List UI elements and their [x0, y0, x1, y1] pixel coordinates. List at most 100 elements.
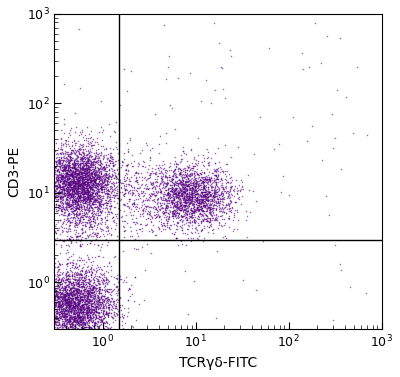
Point — [95, 300, 101, 307]
Point — [77, 174, 84, 180]
Point — [198, 201, 204, 207]
Point — [99, 272, 106, 278]
Point — [200, 193, 206, 199]
Point — [206, 192, 213, 198]
Point — [199, 208, 205, 214]
Point — [55, 217, 62, 223]
Point — [121, 218, 127, 224]
Point — [96, 185, 102, 192]
Point — [68, 234, 74, 240]
Point — [162, 191, 168, 197]
Point — [179, 177, 185, 183]
Point — [90, 171, 97, 177]
Point — [82, 195, 88, 201]
Point — [93, 210, 99, 216]
Point — [74, 290, 81, 296]
Point — [211, 194, 218, 200]
Point — [80, 296, 87, 302]
Point — [168, 187, 174, 193]
Point — [230, 187, 236, 193]
Point — [185, 172, 192, 178]
Point — [203, 77, 209, 83]
Point — [98, 303, 104, 310]
Point — [66, 310, 72, 316]
Point — [52, 164, 58, 170]
Point — [75, 170, 81, 176]
Point — [102, 170, 109, 176]
Point — [86, 170, 93, 176]
Point — [182, 198, 188, 204]
Point — [93, 315, 99, 321]
Point — [68, 293, 74, 299]
Point — [318, 157, 325, 163]
Point — [93, 286, 100, 292]
Point — [98, 181, 105, 187]
Point — [72, 169, 78, 175]
Point — [60, 294, 66, 300]
Point — [143, 186, 150, 192]
Point — [197, 206, 204, 212]
Point — [72, 279, 78, 285]
Point — [84, 167, 90, 173]
Point — [64, 206, 71, 212]
Point — [221, 188, 227, 194]
Point — [70, 180, 77, 186]
Point — [102, 287, 109, 293]
Point — [65, 177, 71, 183]
Point — [60, 291, 66, 297]
Point — [87, 306, 93, 312]
Point — [74, 233, 80, 239]
Point — [177, 159, 183, 165]
Point — [71, 199, 78, 205]
Point — [219, 184, 225, 190]
Point — [206, 210, 212, 216]
Point — [171, 196, 177, 202]
Point — [70, 179, 76, 185]
Point — [64, 282, 70, 288]
Point — [72, 201, 78, 207]
Point — [69, 174, 75, 180]
Point — [57, 182, 64, 188]
Point — [196, 197, 202, 203]
Point — [87, 162, 93, 168]
Point — [192, 168, 198, 174]
Point — [80, 310, 86, 316]
Point — [95, 187, 101, 193]
Point — [121, 190, 128, 196]
Point — [185, 198, 192, 204]
Point — [88, 270, 95, 276]
Point — [69, 139, 75, 145]
Point — [201, 185, 208, 192]
Point — [226, 205, 232, 211]
Point — [52, 193, 58, 199]
Point — [218, 222, 225, 228]
Point — [54, 183, 61, 189]
Point — [61, 306, 68, 312]
Point — [71, 291, 78, 297]
Point — [88, 289, 94, 295]
Point — [88, 325, 94, 331]
Point — [84, 135, 91, 141]
Point — [207, 206, 214, 212]
Point — [51, 319, 58, 325]
Point — [80, 297, 86, 303]
Point — [202, 218, 209, 224]
Point — [74, 195, 80, 201]
Point — [89, 191, 95, 197]
Point — [82, 210, 89, 216]
Point — [183, 195, 190, 201]
Point — [65, 202, 72, 208]
Point — [178, 190, 184, 196]
Point — [78, 316, 84, 322]
Point — [73, 302, 79, 308]
Point — [210, 190, 217, 196]
Point — [210, 230, 216, 236]
Point — [173, 182, 179, 188]
Point — [70, 183, 76, 189]
Point — [76, 150, 82, 156]
Point — [76, 305, 83, 311]
Point — [87, 198, 93, 204]
Point — [64, 162, 71, 169]
Point — [85, 192, 92, 198]
Point — [202, 193, 208, 199]
